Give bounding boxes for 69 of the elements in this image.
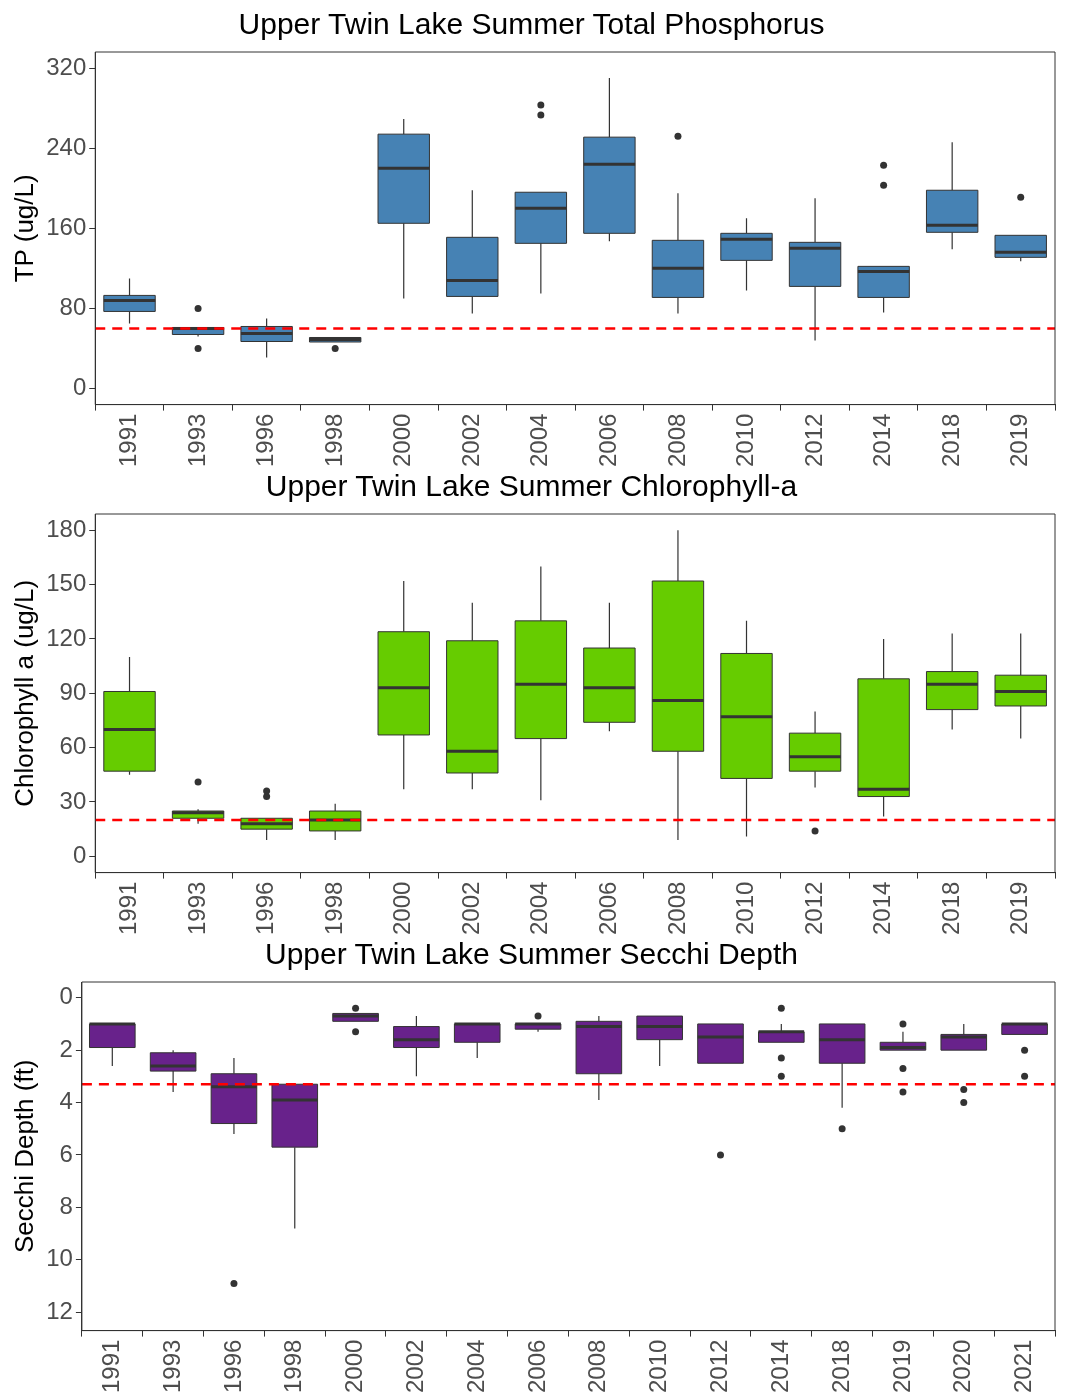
x-tick-label: 2000 <box>388 413 416 467</box>
y-tick-label: 4 <box>59 1087 73 1115</box>
y-tick-label: 320 <box>46 52 87 80</box>
x-tick-label: 2008 <box>662 413 690 467</box>
x-tick-label: 2018 <box>936 881 964 935</box>
y-axis-title: Chlorophyll a (ug/L) <box>8 579 39 807</box>
y-tick-label: 6 <box>59 1139 73 1167</box>
x-tick-label: 2014 <box>868 881 896 935</box>
y-tick-label: 60 <box>59 732 87 760</box>
x-tick-label: 1991 <box>114 881 142 935</box>
x-tick-label: 1996 <box>218 1339 246 1393</box>
x-tick-label: 2002 <box>401 1339 429 1393</box>
x-tick-label: 2010 <box>731 881 759 935</box>
x-tick-label: 2012 <box>799 881 827 935</box>
x-tick-label: 2019 <box>1005 413 1033 467</box>
x-tick-label: 2006 <box>522 1339 550 1393</box>
x-tick-label: 2020 <box>948 1339 976 1393</box>
x-tick-label: 2012 <box>705 1339 733 1393</box>
x-tick-label: 2010 <box>644 1339 672 1393</box>
x-tick-label: 1991 <box>114 413 142 467</box>
x-tick-label: 2004 <box>525 881 553 935</box>
y-tick-label: 150 <box>46 569 87 597</box>
x-tick-label: 2000 <box>340 1339 368 1393</box>
x-tick-label: 2006 <box>594 413 622 467</box>
y-tick-label: 240 <box>46 132 87 160</box>
x-tick-label: 1998 <box>319 881 347 935</box>
y-tick-label: 0 <box>72 840 87 868</box>
x-tick-label: 2004 <box>461 1339 489 1393</box>
x-tick-label: 1996 <box>251 413 279 467</box>
chart-title: Upper Twin Lake Summer Secchi Depth <box>264 937 799 971</box>
y-tick-label: 0 <box>59 982 73 1010</box>
x-tick-label: 1991 <box>96 1339 124 1393</box>
x-tick-label: 2019 <box>1005 881 1033 935</box>
x-tick-label: 2002 <box>456 881 484 935</box>
y-tick-label: 10 <box>46 1244 73 1272</box>
y-tick-label: 90 <box>59 677 87 705</box>
x-tick-label: 2008 <box>583 1339 611 1393</box>
x-tick-label: 1998 <box>279 1339 307 1393</box>
x-tick-label: 2019 <box>887 1339 915 1393</box>
chart-title: Upper Twin Lake Summer Total Phosphorus <box>238 7 825 41</box>
chart-title: Upper Twin Lake Summer Chlorophyll-a <box>265 469 798 503</box>
x-tick-label: 2000 <box>388 881 416 935</box>
x-tick-label: 2014 <box>765 1339 793 1393</box>
x-tick-label: 2004 <box>525 413 553 467</box>
y-tick-label: 8 <box>59 1192 73 1220</box>
y-tick-label: 30 <box>59 786 87 814</box>
x-tick-label: 2010 <box>731 413 759 467</box>
y-axis-title: TP (ug/L) <box>8 174 39 283</box>
x-tick-label: 2006 <box>594 881 622 935</box>
x-tick-label: 1993 <box>182 881 210 935</box>
x-tick-label: 2008 <box>662 881 690 935</box>
x-tick-label: 1993 <box>157 1339 185 1393</box>
y-tick-label: 160 <box>46 212 87 240</box>
y-tick-label: 2 <box>59 1034 73 1062</box>
y-tick-label: 80 <box>59 293 87 321</box>
y-tick-label: 12 <box>46 1296 73 1324</box>
y-tick-label: 180 <box>46 514 87 542</box>
x-tick-label: 2018 <box>936 413 964 467</box>
x-tick-label: 1996 <box>251 881 279 935</box>
x-tick-label: 2021 <box>1009 1339 1037 1393</box>
x-tick-label: 2018 <box>826 1339 854 1393</box>
x-tick-label: 2014 <box>868 413 896 467</box>
y-tick-label: 120 <box>46 623 87 651</box>
y-tick-label: 0 <box>72 373 87 401</box>
x-tick-label: 1993 <box>182 413 210 467</box>
x-tick-label: 2002 <box>456 413 484 467</box>
y-axis-title: Secchi Depth (ft) <box>8 1059 39 1254</box>
x-tick-label: 2012 <box>799 413 827 467</box>
x-tick-label: 1998 <box>319 413 347 467</box>
